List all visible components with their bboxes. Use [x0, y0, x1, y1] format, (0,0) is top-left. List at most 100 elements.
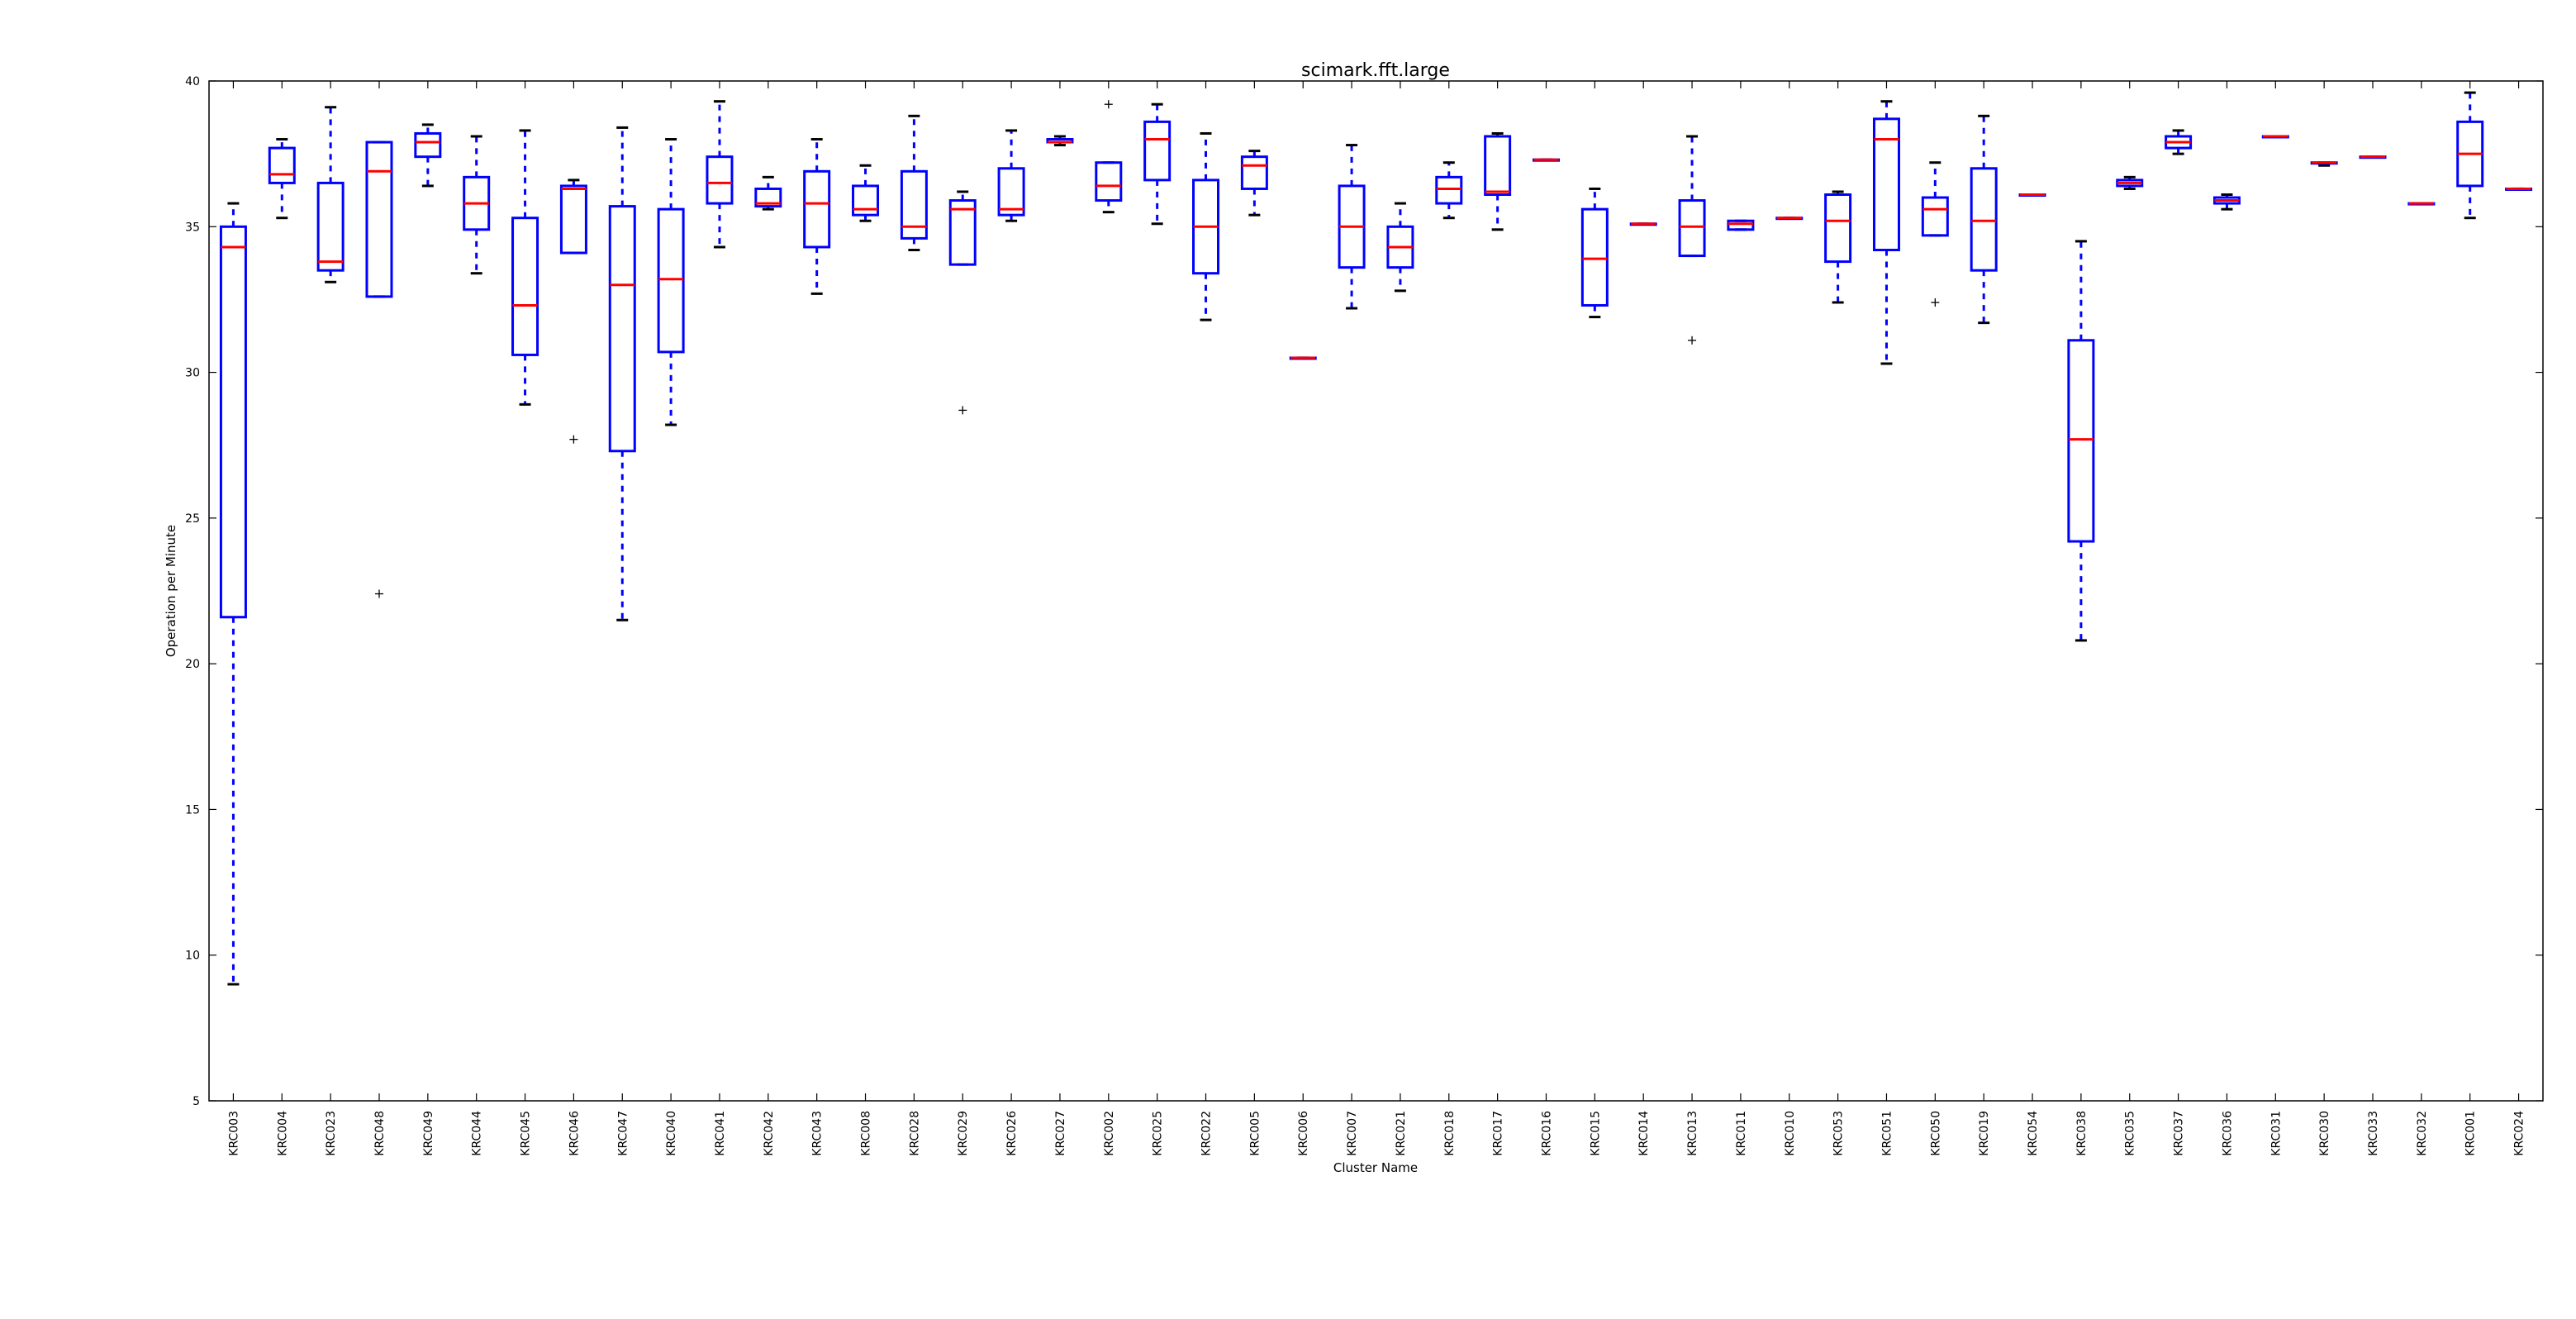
- iqr-box: [900, 169, 928, 240]
- iqr-box: [1240, 155, 1268, 190]
- iqr-box: [1921, 196, 1949, 237]
- x-tick-label: KRC019: [1978, 1111, 1991, 1156]
- x-tick-label: KRC030: [2318, 1111, 2331, 1156]
- box-krc042: [754, 175, 782, 211]
- iqr-box: [316, 181, 345, 272]
- y-axis-label: Operation per Minute: [164, 525, 178, 657]
- box-krc044: [463, 135, 491, 275]
- iqr-box: [268, 146, 296, 184]
- iqr-box: [1678, 199, 1706, 258]
- x-tick-label: KRC010: [1784, 1111, 1797, 1156]
- x-tick-label: KRC033: [2367, 1111, 2380, 1156]
- x-tick-label: KRC037: [2173, 1111, 2186, 1156]
- x-tick-label: KRC006: [1297, 1111, 1310, 1156]
- x-tick-label: KRC028: [908, 1111, 921, 1156]
- x-tick-label: KRC047: [616, 1111, 630, 1156]
- iqr-box: [1872, 117, 1900, 251]
- iqr-box: [2067, 339, 2095, 543]
- box-krc010: [1775, 217, 1804, 221]
- box-krc028: [900, 114, 928, 251]
- iqr-box: [1824, 193, 1852, 264]
- box-krc043: [803, 138, 831, 295]
- x-tick-label: KRC041: [714, 1111, 727, 1156]
- x-tick-label: KRC046: [568, 1111, 581, 1156]
- box-krc027: [1046, 135, 1074, 147]
- box-krc006: [1289, 356, 1317, 360]
- box-krc050: [1921, 161, 1949, 307]
- iqr-box: [1095, 161, 1123, 202]
- iqr-box: [1970, 167, 1998, 272]
- box-krc003: [219, 202, 247, 986]
- box-krc051: [1872, 100, 1900, 365]
- box-krc041: [706, 100, 734, 249]
- box-krc007: [1338, 144, 1366, 310]
- x-tick-label: KRC023: [325, 1111, 338, 1156]
- iqr-box: [365, 140, 393, 298]
- x-axis-label: Cluster Name: [1333, 1160, 1418, 1175]
- box-krc013: [1678, 135, 1706, 345]
- x-tick-label: KRC017: [1492, 1111, 1505, 1156]
- box-krc004: [268, 138, 296, 220]
- box-krc019: [1970, 114, 1998, 325]
- box-krc053: [1824, 190, 1852, 304]
- plot-area: 5 10 15 20 25 30 35 40 KRC003 KRC004 KRC023 KRC048 K…: [185, 75, 2543, 1156]
- x-tick-label: KRC001: [2464, 1111, 2478, 1156]
- y-tick-label: 40: [185, 75, 200, 88]
- x-tick-label: KRC026: [1005, 1111, 1019, 1156]
- box-krc022: [1192, 131, 1220, 321]
- box-krc015: [1580, 187, 1609, 319]
- x-tick-label: KRC053: [1832, 1111, 1846, 1156]
- box-krc026: [997, 129, 1025, 222]
- x-tick-label: KRC035: [2124, 1111, 2137, 1156]
- x-tick-label: KRC018: [1443, 1111, 1457, 1156]
- x-tick-label: KRC003: [227, 1111, 240, 1156]
- x-tick-label: KRC038: [2075, 1111, 2089, 1156]
- iqr-box: [657, 207, 685, 354]
- x-tick-label: KRC008: [860, 1111, 873, 1156]
- x-tick-label: KRC021: [1395, 1111, 1408, 1156]
- y-tick-label: 35: [185, 221, 200, 234]
- box-krc021: [1386, 202, 1414, 293]
- box-krc008: [852, 164, 880, 222]
- x-tick-label: KRC025: [1152, 1111, 1165, 1156]
- y-tick-label: 5: [192, 1095, 200, 1108]
- axes-frame: [208, 80, 2544, 1102]
- x-tick-label: KRC049: [422, 1111, 435, 1156]
- x-tick-label: KRC040: [665, 1111, 678, 1156]
- x-tick-label: KRC016: [1540, 1111, 1553, 1156]
- x-tick-label: KRC042: [763, 1111, 776, 1156]
- y-tick-label: 15: [185, 803, 200, 817]
- box-krc047: [608, 126, 636, 621]
- box-krc030: [2310, 161, 2338, 167]
- box-krc038: [2067, 240, 2095, 642]
- box-krc036: [2212, 193, 2241, 211]
- box-krc032: [2407, 202, 2436, 206]
- x-tick-label: KRC022: [1200, 1111, 1214, 1156]
- x-tick-label: KRC044: [471, 1111, 484, 1156]
- box-krc054: [2018, 193, 2046, 198]
- box-krc011: [1727, 219, 1755, 231]
- box-krc037: [2165, 129, 2193, 155]
- iqr-box: [1143, 120, 1172, 182]
- y-tick-label: 25: [185, 512, 200, 526]
- x-tick-label: KRC004: [276, 1111, 289, 1156]
- box-krc048: [365, 140, 393, 598]
- box-krc017: [1484, 131, 1512, 231]
- box-krc029: [948, 190, 977, 415]
- iqr-box: [1484, 135, 1512, 197]
- box-krc033: [2359, 155, 2387, 160]
- x-tick-label: KRC011: [1735, 1111, 1748, 1156]
- iqr-box: [948, 199, 977, 266]
- box-krc031: [2261, 135, 2289, 139]
- iqr-box: [706, 155, 734, 205]
- box-krc014: [1629, 222, 1657, 226]
- box-krc046: [559, 179, 587, 444]
- box-krc002: [1095, 100, 1123, 214]
- x-tick-label: KRC036: [2221, 1111, 2234, 1156]
- box-krc018: [1435, 161, 1463, 220]
- iqr-box: [803, 169, 831, 249]
- iqr-box: [1727, 219, 1755, 231]
- iqr-box: [754, 187, 782, 208]
